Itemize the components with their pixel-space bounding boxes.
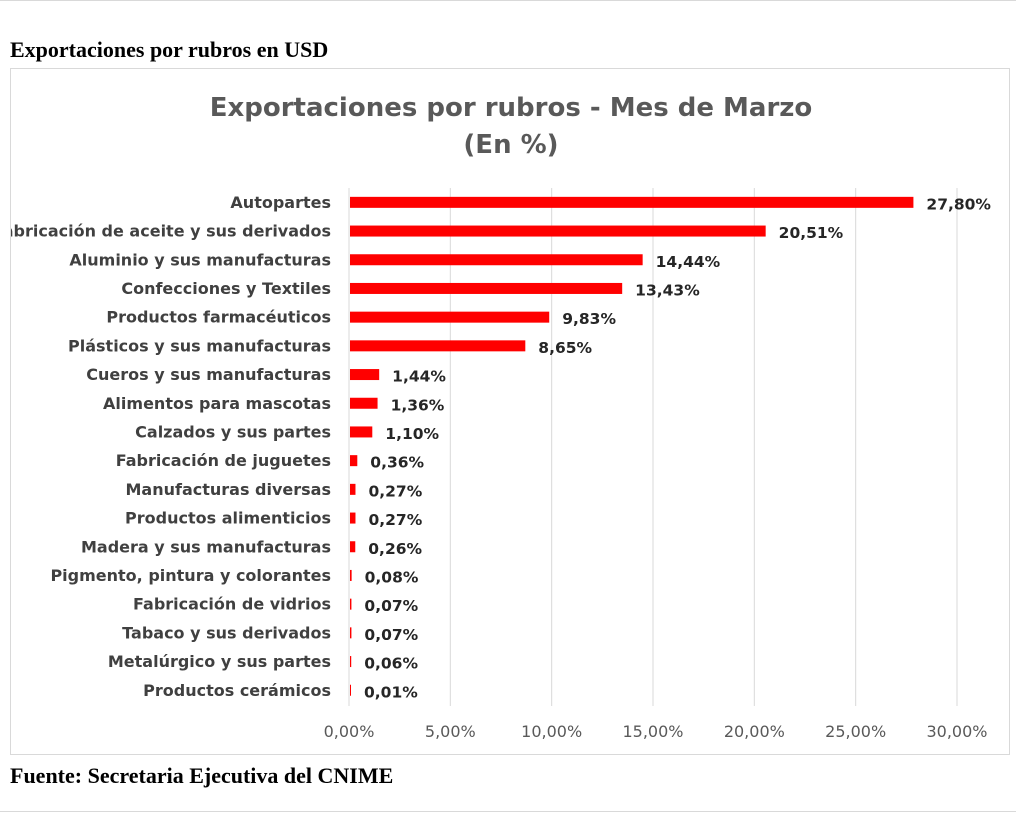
chart-title: Exportaciones por rubros - Mes de Marzo	[210, 93, 813, 123]
source-footer: Fuente: Secretaria Ejecutiva del CNIME	[10, 763, 394, 788]
x-tick-label: 25,00%	[825, 722, 886, 741]
category-labels: Autopartes Fabricación de aceite y sus de…	[11, 193, 331, 700]
category-label: Productos farmacéuticos	[106, 308, 331, 327]
data-label: 0,26%	[368, 540, 422, 558]
bar	[350, 569, 352, 581]
data-label: 0,36%	[370, 454, 424, 472]
bar	[350, 282, 623, 294]
category-label: Confecciones y Textiles	[121, 279, 331, 298]
category-label: Manufacturas diversas	[125, 480, 331, 499]
data-label: 9,83%	[562, 310, 616, 328]
data-label: 13,43%	[635, 281, 700, 299]
bar	[350, 397, 378, 409]
top-divider	[0, 0, 1016, 1]
category-label: Alimentos para mascotas	[103, 394, 331, 413]
bar-chart: Exportaciones por rubros - Mes de Marzo …	[11, 93, 991, 741]
category-label: Pigmento, pintura y colorantes	[50, 566, 331, 585]
bar	[350, 483, 356, 495]
bar	[350, 598, 352, 610]
category-label: Productos alimenticios	[125, 509, 331, 528]
chart-container: Exportaciones por rubros - Mes de Marzo …	[10, 68, 1010, 755]
x-tick-label: 10,00%	[521, 722, 582, 741]
data-label: 0,06%	[364, 655, 418, 673]
x-tick-label: 0,00%	[324, 722, 375, 741]
bar	[350, 684, 351, 696]
bar	[350, 311, 550, 323]
data-label: 0,08%	[365, 568, 419, 586]
bars	[350, 196, 914, 696]
bar	[350, 369, 380, 381]
page-heading: Exportaciones por rubros en USD	[10, 37, 329, 62]
category-label: Madera y sus manufacturas	[81, 537, 331, 556]
bar	[350, 426, 373, 438]
bottom-divider	[0, 811, 1016, 812]
category-label: Tabaco y sus derivados	[122, 623, 331, 642]
data-label: 0,27%	[368, 482, 422, 500]
x-axis-ticks: 0,00% 5,00% 10,00% 15,00% 20,00% 25,00% 30,00%	[324, 722, 988, 741]
data-label: 14,44%	[656, 253, 721, 271]
x-tick-label: 5,00%	[425, 722, 476, 741]
bar	[350, 627, 352, 639]
category-label: Fabricación de vidrios	[133, 595, 331, 614]
bar	[350, 254, 643, 266]
data-label: 0,07%	[364, 626, 418, 644]
category-label: Plásticos y sus manufacturas	[68, 336, 331, 355]
data-label: 1,10%	[385, 425, 439, 443]
data-label: 0,27%	[368, 511, 422, 529]
x-tick-label: 30,00%	[926, 722, 987, 741]
chart-subtitle: (En %)	[463, 130, 558, 160]
bar	[350, 541, 356, 553]
bar	[350, 196, 914, 208]
category-label: Fabricación de aceite y sus derivados	[11, 222, 331, 241]
data-label: 1,36%	[391, 396, 445, 414]
bar	[350, 656, 352, 668]
category-label: Cueros y sus manufacturas	[86, 365, 331, 384]
gridlines	[348, 188, 958, 706]
data-label: 8,65%	[538, 339, 592, 357]
data-label: 27,80%	[926, 195, 991, 213]
data-label: 1,44%	[392, 368, 446, 386]
category-label: Aluminio y sus manufacturas	[69, 250, 331, 269]
bar	[350, 455, 358, 467]
value-labels: 27,80% 20,51% 14,44% 13,43% 9,83% 8,65% 1,44% 1…	[364, 195, 991, 701]
x-tick-label: 15,00%	[622, 722, 683, 741]
bar	[350, 225, 766, 237]
category-label: Productos cerámicos	[143, 681, 331, 700]
data-label: 0,07%	[364, 597, 418, 615]
category-label: Autopartes	[230, 193, 331, 212]
category-label: Metalúrgico y sus partes	[108, 652, 331, 671]
bar	[350, 340, 526, 352]
x-tick-label: 20,00%	[724, 722, 785, 741]
data-label: 20,51%	[779, 224, 844, 242]
category-label: Fabricación de juguetes	[116, 451, 331, 470]
category-label: Calzados y sus partes	[135, 422, 331, 441]
bar	[350, 512, 356, 524]
data-label: 0,01%	[364, 683, 418, 701]
